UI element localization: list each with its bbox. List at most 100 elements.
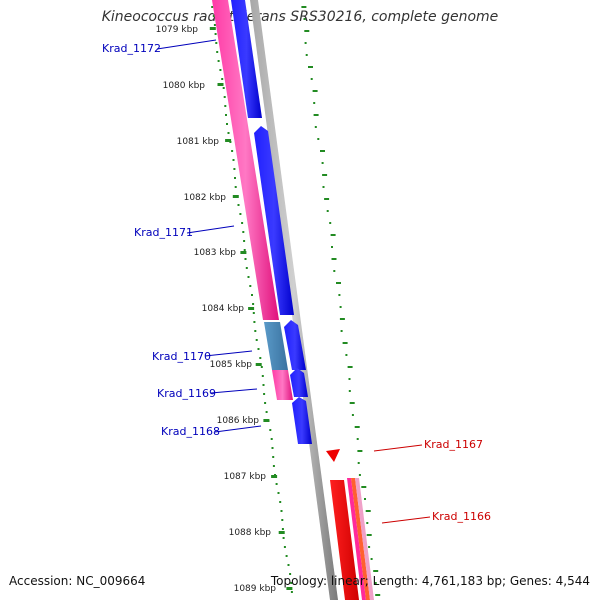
gc-dot (233, 168, 236, 170)
gc-dot (241, 222, 244, 224)
gc-dot (213, 24, 216, 26)
gc-dot (222, 87, 225, 89)
gc-dot (262, 384, 265, 386)
tick-label-1087: 1087 kbp (224, 472, 267, 482)
tick-label-1080: 1080 kbp (163, 81, 206, 91)
gc-skew-track (301, 6, 381, 596)
gc-dot (261, 375, 264, 377)
tick-mark (286, 587, 293, 590)
gene-krad-1172[interactable] (231, 0, 262, 118)
gc-dot (216, 51, 219, 53)
gc-dot (357, 462, 360, 464)
accession-label: Accession: NC_009664 (9, 574, 146, 588)
reverse-gene-track (326, 449, 374, 600)
gc-dot (320, 150, 325, 152)
gc-dot (253, 321, 256, 323)
gc-dot (235, 195, 238, 197)
gc-dot (283, 546, 286, 548)
tick-label-1082: 1082 kbp (184, 193, 227, 203)
tick-mark (232, 195, 239, 198)
gc-dot (351, 414, 354, 416)
gc-dot (313, 102, 316, 104)
gc-dot (225, 114, 227, 116)
gc-dot (357, 450, 363, 452)
gc-dot (339, 318, 345, 320)
tick-mark (271, 475, 278, 478)
cds-krad-1170[interactable] (264, 322, 288, 370)
gc-dot (361, 486, 367, 488)
tick-label-1089: 1089 kbp (234, 584, 277, 594)
gc-dot (275, 483, 278, 485)
gc-dot (358, 474, 361, 476)
gc-dot (280, 510, 283, 512)
gc-dot (244, 258, 247, 260)
gc-dot (242, 231, 245, 233)
gc-dot (234, 186, 237, 188)
label-krad-1167: Krad_1167 (424, 438, 483, 451)
gc-dot (289, 573, 292, 575)
gene-krad-1167[interactable] (326, 449, 340, 462)
gc-dot (356, 438, 359, 440)
gc-dot (313, 114, 319, 116)
map-title: Kineococcus radiotolerans SRS30216, comp… (101, 9, 499, 25)
gc-dot (271, 447, 274, 449)
gene-krad-1171[interactable] (254, 126, 294, 315)
gc-dot (290, 582, 293, 584)
genome-stats: Topology: linear; Length: 4,761,183 bp; … (270, 574, 590, 588)
label-krad-1166: Krad_1166 (432, 510, 491, 523)
gc-dot (308, 66, 313, 68)
gc-dot (331, 246, 333, 248)
tick-mark (278, 531, 285, 534)
gc-dot (211, 6, 214, 8)
gc-dot (219, 69, 222, 71)
gc-dot (270, 438, 273, 440)
gc-dot (349, 402, 355, 404)
cds-strip-pink (355, 478, 374, 600)
cds-track (212, 0, 293, 400)
gc-dot (260, 366, 263, 368)
label-krad-1170: Krad_1170 (152, 350, 211, 363)
tick-marks (209, 27, 293, 590)
gc-dot (223, 96, 226, 98)
gc-dot (264, 402, 267, 404)
gc-dot (212, 15, 215, 17)
gc-dot (263, 393, 266, 395)
gc-dot (373, 570, 379, 572)
gc-dot (285, 555, 288, 557)
gc-dot (329, 222, 332, 224)
cds-strip-orange (351, 478, 370, 600)
gc-dot (237, 204, 240, 206)
gene-krad-1166[interactable] (330, 480, 359, 600)
gc-dot (214, 33, 217, 35)
gc-dot (330, 234, 336, 236)
gc-dot (239, 213, 242, 215)
gc-dot (234, 177, 236, 179)
gene-krad-1169[interactable] (290, 368, 308, 397)
gc-dot (272, 456, 275, 458)
gc-dot (375, 594, 381, 596)
gc-dot (226, 123, 228, 125)
gene-label-lines (156, 39, 431, 524)
gc-dot (277, 492, 280, 494)
gc-dot (354, 426, 360, 428)
gc-dot (231, 150, 234, 152)
label-krad-1172: Krad_1172 (102, 42, 161, 55)
gc-dot (314, 126, 317, 128)
cds-krad-1169[interactable] (272, 370, 293, 400)
gc-dot (339, 306, 342, 308)
gene-track (231, 0, 312, 444)
gc-dot (303, 18, 306, 20)
gc-dot (304, 42, 307, 44)
gc-dot (317, 138, 320, 140)
cds-krad-1172-1171[interactable] (212, 0, 279, 320)
gene-krad-1170[interactable] (284, 320, 306, 370)
gene-krad-1168[interactable] (292, 397, 312, 444)
tick-mark (263, 419, 270, 422)
gc-dot (265, 411, 268, 413)
tick-mark (255, 363, 262, 366)
gc-dot (254, 330, 257, 332)
gc-dot (370, 558, 373, 560)
tick-mark (217, 83, 224, 86)
gc-dot (345, 354, 348, 356)
